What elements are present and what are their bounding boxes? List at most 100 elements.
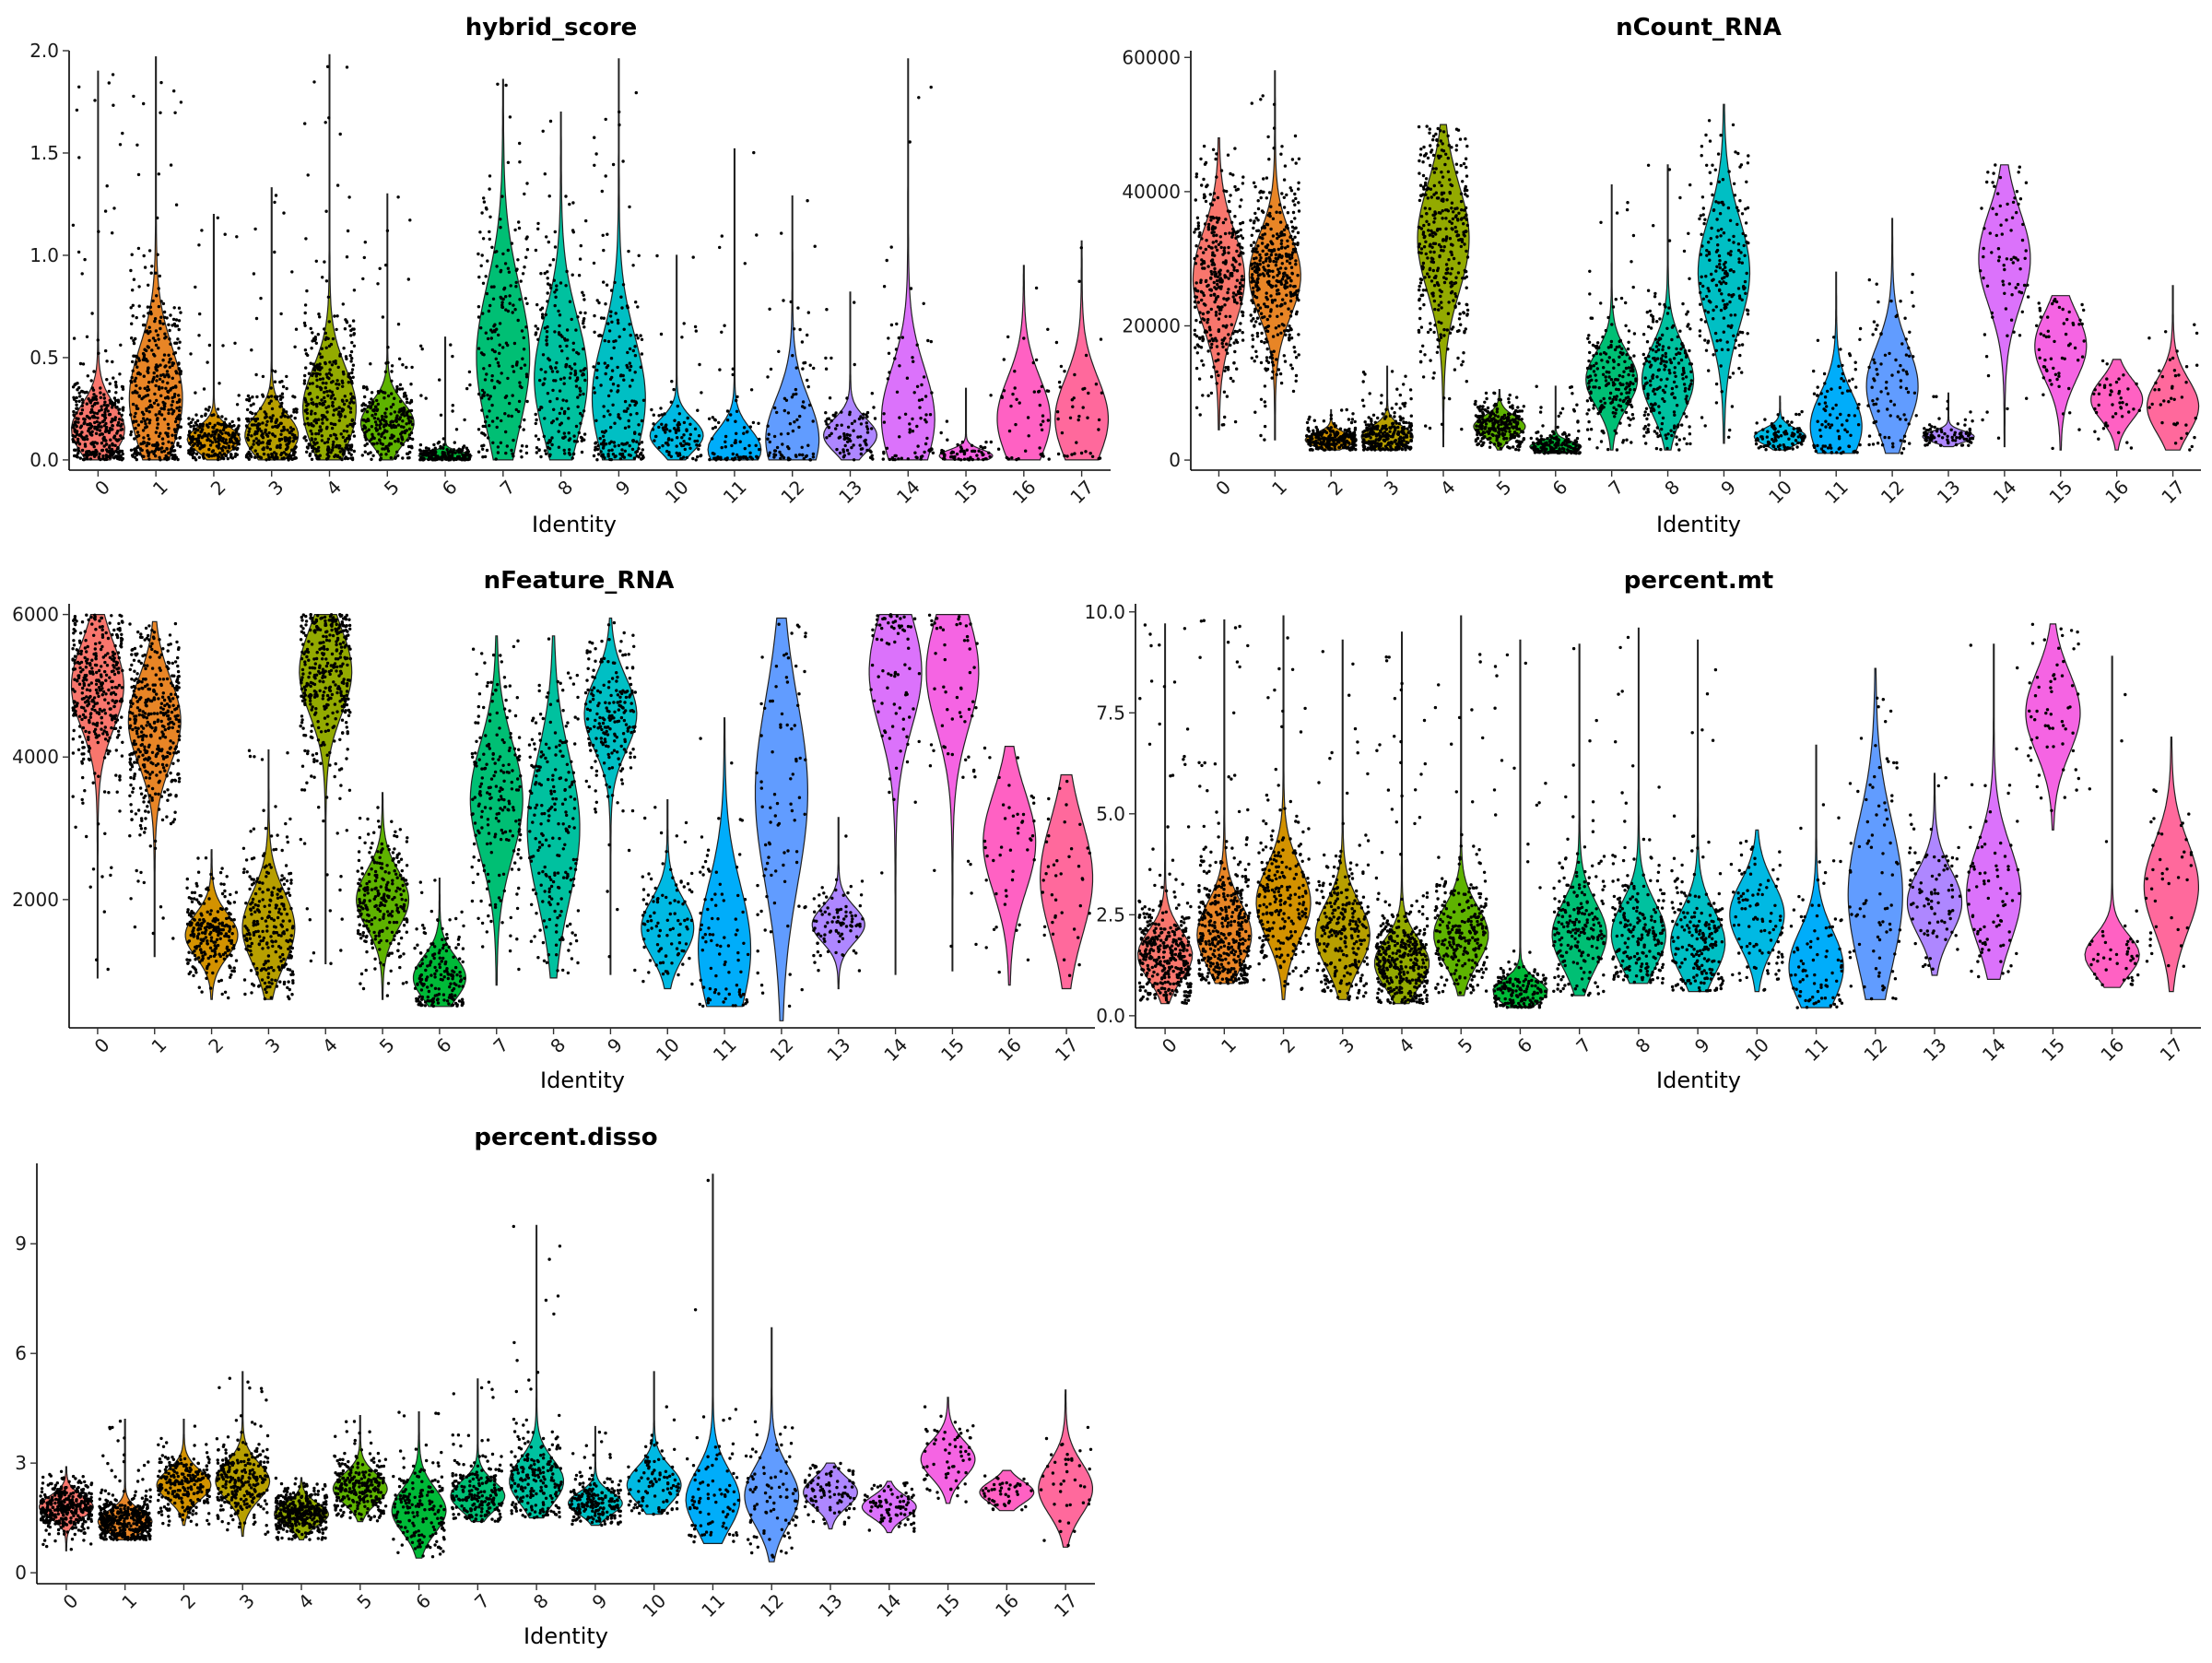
cell-point [116,451,119,454]
cell-point [1032,361,1035,364]
cell-point [1440,336,1442,339]
cell-point [78,442,81,445]
cell-point [744,262,747,265]
cell-point [1340,408,1343,411]
cell-point [142,314,145,317]
cell-point [178,328,181,331]
cell-point [497,451,500,454]
cell-point [696,455,699,458]
cell-point [631,264,634,266]
cell-point [1253,250,1256,253]
cell-point [303,322,306,324]
cell-point [320,398,323,401]
cell-point [787,411,790,414]
cell-point [1258,191,1261,194]
cell-point [1056,418,1059,420]
cell-point [990,441,993,443]
cell-point [100,405,102,407]
cell-point [791,395,794,398]
cell-point [361,454,364,456]
cell-point [468,371,471,373]
cell-point [327,448,330,451]
cell-point [1232,361,1235,364]
cell-point [825,308,828,311]
cell-point [1443,281,1446,284]
cell-point [940,449,943,452]
cell-point [307,173,310,176]
cell-point [1337,446,1340,449]
cell-point [675,429,677,431]
cell-point [271,432,274,435]
cell-point [1230,377,1232,380]
cell-point [593,331,595,334]
cell-point [1264,226,1266,229]
cell-point [194,286,196,289]
cell-point [650,408,653,411]
cell-point [700,391,702,394]
cell-point [1308,442,1311,444]
cell-point [552,408,555,411]
cell-point [347,381,350,383]
cell-point [900,457,903,460]
cell-point [283,451,286,454]
cell-point [1365,423,1368,426]
cell-point [147,284,149,287]
cell-point [381,432,383,435]
cell-point [739,441,742,443]
cell-point [1212,148,1215,151]
cell-point [1260,361,1263,364]
cell-point [576,315,579,318]
cell-point [670,401,673,404]
cell-point [581,451,583,454]
cell-point [201,445,204,448]
cell-point [277,424,280,427]
cell-point [603,415,606,418]
cell-point [1241,221,1244,224]
cell-point [920,457,923,460]
cell-point [1350,421,1353,424]
cell-point [580,244,582,247]
cell-point [282,426,285,429]
cell-point [491,442,494,444]
cell-point [921,398,924,401]
cell-point [314,419,317,421]
cell-point [1284,279,1287,282]
cell-point [913,391,916,394]
cell-point [893,357,896,360]
cell-point [158,388,160,391]
cell-point [564,365,567,368]
cell-point [1396,426,1399,429]
cell-point [1423,245,1426,248]
cell-point [200,430,203,432]
cell-point [428,448,430,451]
cell-point [99,391,101,394]
cell-point [262,395,265,397]
cell-point [371,400,374,403]
cell-point [87,397,89,400]
cell-point [131,376,134,379]
cell-point [1215,273,1218,276]
cell-point [343,452,346,454]
cell-point [1410,415,1413,418]
cell-point [1279,372,1282,375]
cell-point [159,327,161,330]
cell-point [133,448,135,451]
cell-point [1320,442,1323,445]
cell-point [400,425,403,428]
cell-point [859,435,862,438]
cell-point [612,453,615,455]
cell-point [137,357,140,360]
cell-point [1280,242,1283,245]
cell-point [871,454,874,457]
cell-point [802,400,805,403]
cell-point [253,456,256,459]
cell-point [1041,419,1044,422]
cell-point [700,454,702,456]
cell-point [108,431,111,434]
cell-point [1266,348,1269,350]
cell-point [950,452,953,454]
cell-point [485,332,488,335]
cell-point [559,281,562,284]
cell-point [1270,254,1273,256]
cell-point [1276,373,1278,376]
